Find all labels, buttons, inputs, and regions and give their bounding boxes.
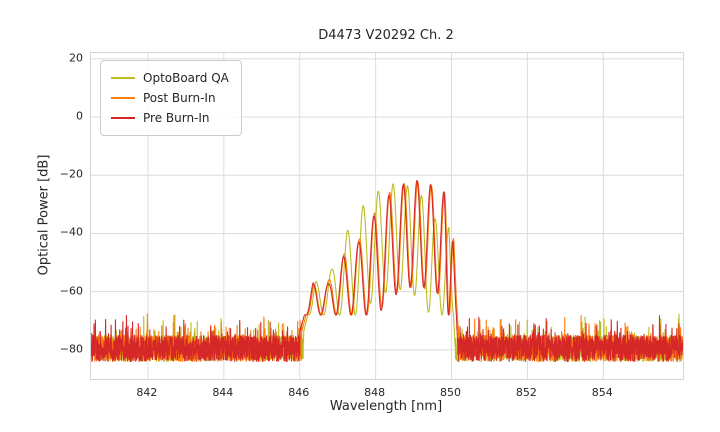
y-axis-label: Optical Power [dB]: [36, 154, 52, 276]
x-tick-label: 854: [591, 386, 613, 399]
x-tick-label: 848: [364, 386, 386, 399]
y-tick-label: 20: [69, 51, 83, 65]
legend-line-swatch: [111, 76, 135, 80]
y-tick-label: 0: [76, 109, 83, 123]
legend-label: Post Burn-In: [143, 91, 216, 105]
plot-title: D4473 V20292 Ch. 2: [318, 28, 454, 43]
legend-line-swatch: [111, 116, 135, 120]
legend: OptoBoard QA Post Burn-In Pre Burn-In: [100, 60, 242, 136]
y-tick-label: −60: [59, 284, 83, 298]
x-tick-label: 842: [136, 386, 158, 399]
legend-item-optoboard-qa: OptoBoard QA: [111, 68, 229, 88]
y-tick-label: −40: [59, 225, 83, 239]
legend-item-pre-burn-in: Pre Burn-In: [111, 108, 229, 128]
plot-area: OptoBoard QA Post Burn-In Pre Burn-In: [90, 52, 684, 380]
legend-item-post-burn-in: Post Burn-In: [111, 88, 229, 108]
x-tick-label: 852: [515, 386, 537, 399]
y-tick-label: −20: [59, 167, 83, 181]
x-tick-label: 846: [288, 386, 310, 399]
y-tick-label: −80: [59, 342, 83, 356]
x-tick-label: 844: [212, 386, 234, 399]
legend-label: Pre Burn-In: [143, 111, 210, 125]
x-axis-label: Wavelength [nm]: [329, 399, 443, 414]
x-tick-label: 850: [440, 386, 461, 399]
legend-label: OptoBoard QA: [143, 71, 229, 85]
legend-line-swatch: [111, 96, 135, 100]
